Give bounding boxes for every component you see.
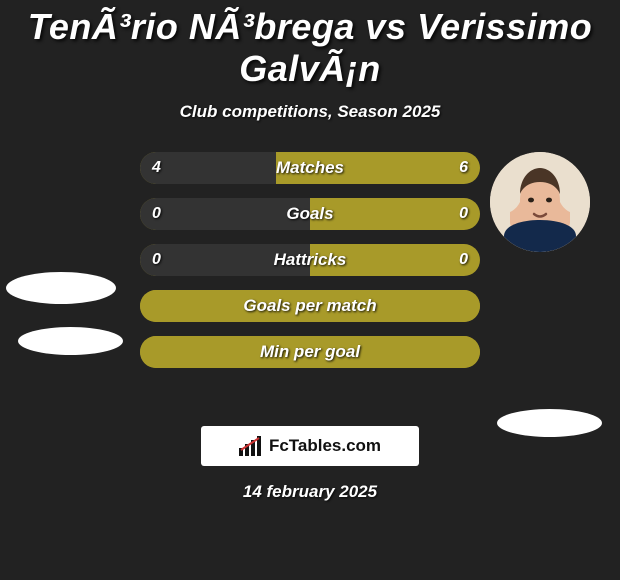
- comparison-subtitle: Club competitions, Season 2025: [0, 102, 620, 122]
- stat-bar-value-left: 0: [152, 244, 161, 276]
- branding-badge: FcTables.com: [201, 426, 419, 466]
- stat-bar-label: Goals per match: [140, 290, 480, 322]
- stat-bar-value-right: 6: [459, 152, 468, 184]
- decorative-ellipse: [497, 409, 602, 437]
- stat-bar-value-left: 0: [152, 198, 161, 230]
- stat-bar-value-right: 0: [459, 198, 468, 230]
- player-avatar-right: [490, 152, 590, 252]
- comparison-title: TenÃ³rio NÃ³brega vs Verissimo GalvÃ¡n: [0, 0, 620, 90]
- branding-text: FcTables.com: [269, 436, 381, 456]
- stat-bar-row: Hattricks0 0: [140, 244, 480, 276]
- stat-bar-row: Goals per match: [140, 290, 480, 322]
- stat-bar-row: Matches4 6: [140, 152, 480, 184]
- decorative-ellipse: [6, 272, 116, 304]
- stat-bar-label: Hattricks: [140, 244, 480, 276]
- comparison-date: 14 february 2025: [0, 482, 620, 502]
- stat-bar-value-left: 4: [152, 152, 161, 184]
- comparison-stage: Matches46Goals00Hattricks00Goals per mat…: [0, 152, 620, 412]
- stat-bar-label: Matches: [140, 152, 480, 184]
- stat-bar-label: Min per goal: [140, 336, 480, 368]
- stat-bar-value-right: 0: [459, 244, 468, 276]
- stat-bar-row: Goals0 0: [140, 198, 480, 230]
- stat-bars: Matches46Goals00Hattricks00Goals per mat…: [140, 152, 480, 382]
- decorative-ellipse: [18, 327, 123, 355]
- chart-icon: [239, 436, 263, 456]
- stat-bar-label: Goals: [140, 198, 480, 230]
- stat-bar-row: Min per goal: [140, 336, 480, 368]
